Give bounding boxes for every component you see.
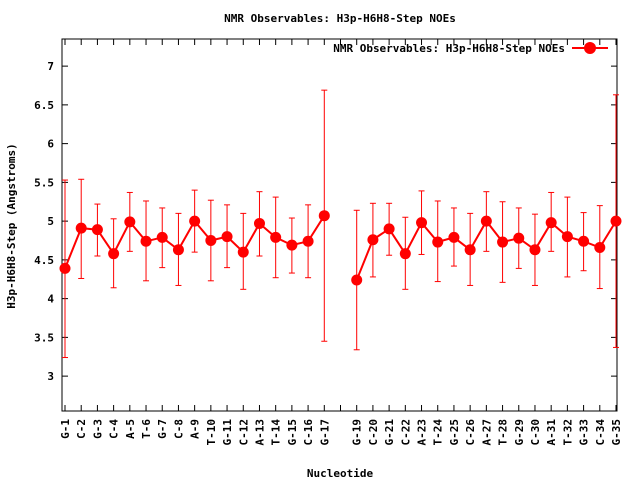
legend-marker bbox=[584, 42, 596, 54]
data-point bbox=[578, 235, 590, 247]
x-tick-label: T-24 bbox=[432, 419, 445, 446]
x-tick-label: C-4 bbox=[108, 419, 121, 439]
x-tick-label: C-8 bbox=[172, 419, 185, 439]
y-axis-label: H3p-H6H8-Step (Angstroms) bbox=[5, 143, 18, 309]
x-tick-label: G-19 bbox=[351, 419, 364, 446]
x-tick-label: C-20 bbox=[367, 419, 380, 446]
x-tick-label: G-33 bbox=[578, 419, 591, 446]
data-point bbox=[75, 222, 87, 234]
plot-frame bbox=[61, 38, 618, 412]
data-point bbox=[464, 244, 476, 256]
x-tick-label: A-5 bbox=[124, 419, 137, 439]
data-point bbox=[497, 236, 509, 248]
x-tick-label: C-34 bbox=[594, 419, 607, 446]
data-point bbox=[480, 215, 492, 227]
data-point bbox=[140, 235, 152, 247]
y-tick-label: 4.5 bbox=[34, 254, 54, 267]
y-tick-label: 7 bbox=[47, 60, 54, 73]
x-tick-label: A-23 bbox=[416, 419, 429, 446]
x-tick-label: C-22 bbox=[399, 419, 412, 446]
x-tick-label: G-25 bbox=[448, 419, 461, 446]
x-tick-label: A-9 bbox=[189, 419, 202, 439]
y-tick-label: 3 bbox=[47, 370, 54, 383]
data-point bbox=[318, 210, 330, 222]
y-tick-label: 5 bbox=[47, 215, 54, 228]
y-tick-label: 6.5 bbox=[34, 99, 54, 112]
data-point bbox=[610, 215, 622, 227]
x-tick-label: G-21 bbox=[383, 419, 396, 446]
x-tick-label: G-11 bbox=[221, 419, 234, 446]
x-tick-label: T-6 bbox=[140, 419, 153, 439]
x-tick-label: G-29 bbox=[513, 419, 526, 446]
legend-label: NMR Observables: H3p-H6H8-Step NOEs bbox=[333, 42, 565, 55]
x-tick-label: C-2 bbox=[75, 419, 88, 439]
data-point bbox=[172, 244, 184, 256]
data-point bbox=[448, 231, 460, 243]
y-tick-label: 5.5 bbox=[34, 176, 54, 189]
x-axis-label: Nucleotide bbox=[307, 467, 374, 480]
data-point bbox=[253, 217, 265, 229]
data-point bbox=[416, 217, 428, 229]
data-point bbox=[594, 241, 606, 253]
data-point bbox=[513, 232, 525, 244]
y-tick-label: 6 bbox=[47, 138, 54, 151]
x-tick-label: C-26 bbox=[464, 419, 477, 446]
x-tick-label: C-30 bbox=[529, 419, 542, 446]
data-point bbox=[286, 239, 298, 251]
data-point bbox=[351, 274, 363, 286]
x-axis: G-1 C-2 G-3 C-4 A-5 T-6 G-7 C-8 A-9 T-10 G-11 C-12 A… bbox=[59, 39, 623, 446]
data-point bbox=[91, 224, 103, 236]
y-tick-label: 4 bbox=[47, 293, 54, 306]
data-point bbox=[561, 231, 573, 243]
legend: NMR Observables: H3p-H6H8-Step NOEs bbox=[333, 42, 608, 55]
x-tick-label: T-10 bbox=[205, 419, 218, 446]
x-tick-label: G-35 bbox=[610, 419, 623, 446]
data-point bbox=[432, 236, 444, 248]
x-tick-label: A-31 bbox=[545, 419, 558, 446]
data-point bbox=[383, 223, 395, 235]
data-point bbox=[237, 246, 249, 258]
data-point bbox=[189, 215, 201, 227]
x-tick-label: T-32 bbox=[561, 419, 574, 446]
data-point bbox=[367, 234, 379, 246]
x-tick-label: G-17 bbox=[318, 419, 331, 446]
y-axis: 3 3.5 4 4.5 5 5.5 6 6.5 7 bbox=[34, 60, 617, 383]
x-tick-label: T-14 bbox=[270, 419, 283, 446]
data-point bbox=[205, 235, 217, 246]
x-tick-label: G-15 bbox=[286, 419, 299, 446]
y-tick-label: 3.5 bbox=[34, 331, 54, 344]
data-point bbox=[156, 231, 168, 243]
data-point bbox=[124, 216, 136, 228]
x-tick-label: G-7 bbox=[156, 419, 169, 439]
data-point bbox=[59, 262, 71, 274]
x-tick-label: G-1 bbox=[59, 419, 72, 439]
x-tick-label: A-13 bbox=[253, 419, 266, 446]
x-tick-label: G-3 bbox=[91, 419, 104, 439]
data-point bbox=[529, 244, 541, 256]
data-point bbox=[221, 231, 233, 243]
x-tick-label: C-16 bbox=[302, 419, 315, 446]
x-tick-label: A-27 bbox=[480, 419, 493, 446]
data-point bbox=[270, 231, 282, 243]
x-tick-label: T-28 bbox=[497, 419, 510, 446]
plot-area bbox=[59, 89, 622, 359]
data-point bbox=[545, 217, 557, 229]
data-point bbox=[302, 235, 314, 247]
x-tick-label: C-12 bbox=[237, 419, 250, 446]
data-point bbox=[108, 248, 120, 260]
chart-title: NMR Observables: H3p-H6H8-Step NOEs bbox=[224, 12, 456, 25]
data-point bbox=[399, 248, 411, 260]
